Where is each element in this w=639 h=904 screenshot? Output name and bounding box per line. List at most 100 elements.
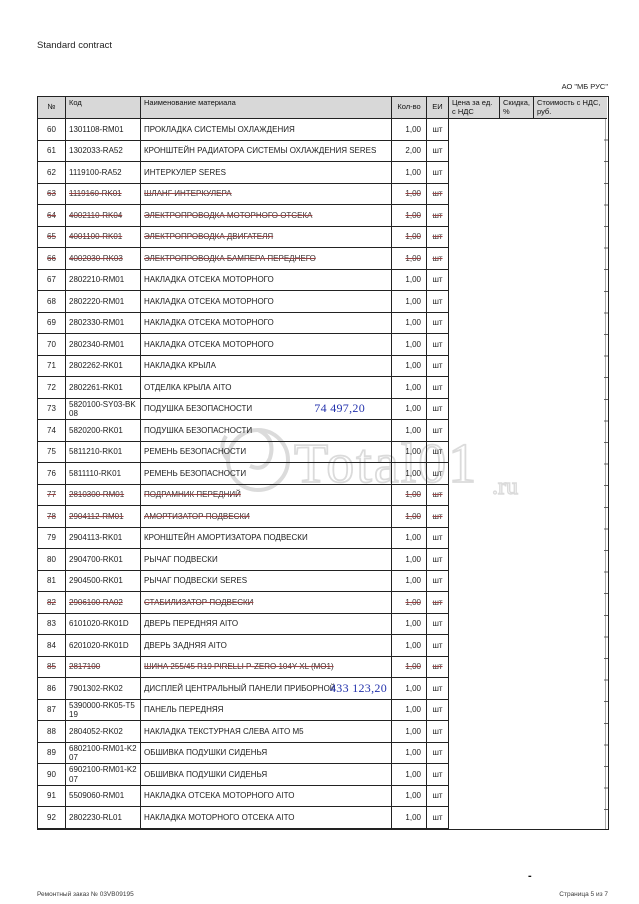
table-row: 92 2802230-RL01 НАКЛАДКА МОТОРНОГО ОТСЕКА …: [38, 807, 449, 829]
table-row: 85 2817100 ШИНА 255/45 R19 PIRELLI P-ZERO …: [38, 656, 449, 679]
material-code-cell: 4001100-RK01: [66, 226, 141, 249]
table-row: 66 4002030-RK03 ЭЛЕКТРОПРОВОДКА БАМПЕРА ПЕ…: [38, 248, 449, 270]
material-code-cell: 2802330-RM01: [66, 312, 141, 335]
row-number-cell: 74: [38, 420, 66, 442]
material-name-cell: СТАБИЛИЗАТОР ПОДВЕСКИ: [141, 592, 392, 614]
unit-cell: шт: [427, 484, 449, 507]
table-header-row: № Код Наименование материала Кол-во ЕИ Ц…: [38, 97, 608, 120]
row-number-cell: 90: [38, 764, 66, 786]
material-code-cell: 2802261-RK01: [66, 377, 141, 399]
table-row: 87 5390000-RK05-T519 ПАНЕЛЬ ПЕРЕДНЯЯ 1,00 шт: [38, 699, 449, 722]
quantity-cell: 2,00: [392, 140, 427, 163]
material-code-cell: 2804052-RK02: [66, 721, 141, 743]
footer-dash: -: [528, 870, 532, 882]
unit-cell: шт: [427, 742, 449, 765]
material-name-cell: НАКЛАДКА ТЕКСТУРНАЯ СЛЕВА AITO M5: [141, 721, 392, 743]
unit-cell: шт: [427, 183, 449, 206]
material-name-cell: НАКЛАДКА МОТОРНОГО ОТСЕКА AITO: [141, 807, 392, 829]
material-name-cell: РЕМЕНЬ БЕЗОПАСНОСТИ: [141, 463, 392, 485]
quantity-cell: 1,00: [392, 420, 427, 442]
unit-cell: шт: [427, 549, 449, 571]
material-code-cell: 1119160-RK01: [66, 183, 141, 206]
material-name-cell: ПОДРАМНИК ПЕРЕДНИЙ: [141, 484, 392, 507]
table-row: 83 6101020-RK01D ДВЕРЬ ПЕРЕДНЯЯ AITO 1,00 шт: [38, 613, 449, 636]
material-code-cell: 5820100-SY03-BK08: [66, 398, 141, 421]
material-code-cell: 2904700-RK01: [66, 549, 141, 571]
material-code-cell: 7901302-RK02: [66, 678, 141, 700]
table-row: 91 5509060-RM01 НАКЛАДКА ОТСЕКА МОТОРНОГО …: [38, 785, 449, 808]
unit-cell: шт: [427, 398, 449, 421]
material-code-cell: 6201020-RK01D: [66, 635, 141, 657]
material-code-cell: 6101020-RK01D: [66, 613, 141, 636]
table-row: 75 5811210-RK01 РЕМЕНЬ БЕЗОПАСНОСТИ 1,00 шт: [38, 441, 449, 464]
quantity-cell: 1,00: [392, 764, 427, 786]
table-row: 80 2904700-RK01 РЫЧАГ ПОДВЕСКИ 1,00 шт: [38, 549, 449, 571]
material-code-cell: 5390000-RK05-T519: [66, 699, 141, 722]
unit-cell: шт: [427, 377, 449, 399]
unit-cell: шт: [427, 527, 449, 550]
material-name-cell: ШИНА 255/45 R19 PIRELLI P-ZERO 104Y XL (…: [141, 656, 392, 679]
quantity-cell: 1,00: [392, 205, 427, 227]
unit-cell: шт: [427, 119, 449, 141]
quantity-cell: 1,00: [392, 355, 427, 378]
material-code-cell: 2802230-RL01: [66, 807, 141, 829]
quantity-cell: 1,00: [392, 441, 427, 464]
quantity-cell: 1,00: [392, 162, 427, 184]
table-row: 61 1302033-RA52 КРОНШТЕЙН РАДИАТОРА СИСТЕМ…: [38, 140, 449, 163]
quantity-cell: 1,00: [392, 742, 427, 765]
material-name-cell: РЫЧАГ ПОДВЕСКИ: [141, 549, 392, 571]
unit-cell: шт: [427, 355, 449, 378]
unit-cell: шт: [427, 334, 449, 356]
table-body: 60 1301108-RM01 ПРОКЛАДКА СИСТЕМЫ ОХЛАЖДЕН…: [38, 119, 608, 829]
unit-cell: шт: [427, 226, 449, 249]
company-name: АО "МБ РУС": [561, 82, 608, 91]
material-name-cell: ДВЕРЬ ПЕРЕДНЯЯ AITO: [141, 613, 392, 636]
material-code-cell: 2817100: [66, 656, 141, 679]
material-code-cell: 2802262-RK01: [66, 355, 141, 378]
quantity-cell: 1,00: [392, 398, 427, 421]
material-name-cell: ИНТЕРКУЛЕР SERES: [141, 162, 392, 184]
table-row: 64 4002110-RK04 ЭЛЕКТРОПРОВОДКА МОТОРНОГО …: [38, 205, 449, 227]
table-body-left: 60 1301108-RM01 ПРОКЛАДКА СИСТЕМЫ ОХЛАЖДЕН…: [38, 119, 449, 829]
row-number-cell: 77: [38, 484, 66, 507]
quantity-cell: 1,00: [392, 699, 427, 722]
quantity-cell: 1,00: [392, 527, 427, 550]
table-row: 89 6802100-RM01-K207 ОБШИВКА ПОДУШКИ СИДЕН…: [38, 742, 449, 765]
material-name-cell: НАКЛАДКА КРЫЛА: [141, 355, 392, 378]
quantity-cell: 1,00: [392, 183, 427, 206]
quantity-cell: 1,00: [392, 484, 427, 507]
unit-cell: шт: [427, 785, 449, 808]
material-code-cell: 2904500-RK01: [66, 570, 141, 593]
row-number-cell: 72: [38, 377, 66, 399]
material-name-cell: НАКЛАДКА ОТСЕКА МОТОРНОГО AITO: [141, 785, 392, 808]
quantity-cell: 1,00: [392, 377, 427, 399]
row-number-cell: 63: [38, 183, 66, 206]
header-number: №: [38, 97, 66, 120]
table-row: 63 1119160-RK01 ШЛАНГ ИНТЕРКУЛЕРА 1,00 шт: [38, 183, 449, 206]
table-row: 67 2802210-RM01 НАКЛАДКА ОТСЕКА МОТОРНОГО 1…: [38, 269, 449, 292]
row-number-cell: 62: [38, 162, 66, 184]
material-name-cell: КРОНШТЕЙН РАДИАТОРА СИСТЕМЫ ОХЛАЖДЕНИЯ S…: [141, 140, 392, 163]
row-number-cell: 60: [38, 119, 66, 141]
material-name-cell: ЭЛЕКТРОПРОВОДКА ДВИГАТЕЛЯ: [141, 226, 392, 249]
unit-cell: шт: [427, 162, 449, 184]
quantity-cell: 1,00: [392, 807, 427, 829]
material-name-cell: ОБШИВКА ПОДУШКИ СИДЕНЬЯ: [141, 764, 392, 786]
row-number-cell: 91: [38, 785, 66, 808]
row-number-cell: 65: [38, 226, 66, 249]
row-number-cell: 81: [38, 570, 66, 593]
row-number-cell: 76: [38, 463, 66, 485]
unit-cell: шт: [427, 420, 449, 442]
table-row: 90 6902100-RM01-K207 ОБШИВКА ПОДУШКИ СИДЕН…: [38, 764, 449, 786]
row-number-cell: 70: [38, 334, 66, 356]
quantity-cell: 1,00: [392, 678, 427, 700]
header-material-name: Наименование материала: [141, 97, 392, 120]
row-number-cell: 69: [38, 312, 66, 335]
material-name-cell: ЭЛЕКТРОПРОВОДКА БАМПЕРА ПЕРЕДНЕГО: [141, 248, 392, 270]
material-code-cell: 6802100-RM01-K207: [66, 742, 141, 765]
row-number-cell: 84: [38, 635, 66, 657]
table-row: 78 2904112-RM01 АМОРТИЗАТОР ПОДВЕСКИ 1,00 шт: [38, 506, 449, 528]
unit-cell: шт: [427, 807, 449, 829]
unit-cell: шт: [427, 140, 449, 163]
